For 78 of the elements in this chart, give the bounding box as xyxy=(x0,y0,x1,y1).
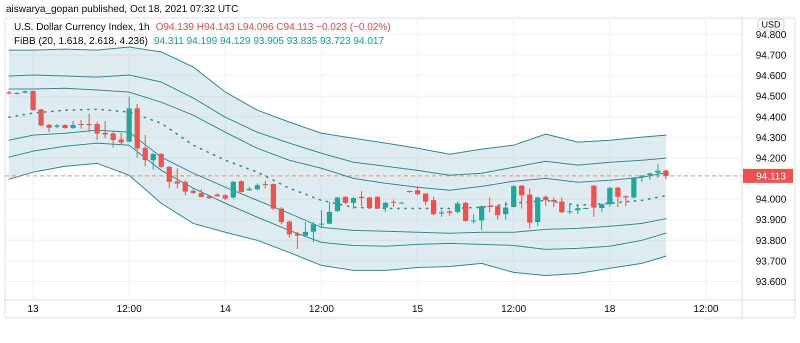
candlestick xyxy=(350,196,356,210)
y-tick-label: 94.800 xyxy=(756,30,787,41)
candlestick xyxy=(463,201,468,222)
annotation: 94.311 94.199 94.129 93.905 93.835 93.723 94.017 xyxy=(154,36,384,47)
annotation: O94.139 H94.143 L94.096 C94.113 −0.023 (−0.02%) xyxy=(156,22,391,33)
candlestick xyxy=(591,184,596,218)
candlestick xyxy=(503,201,508,220)
chart-title: U.S. Dollar Currency Index, 1h xyxy=(14,22,150,33)
candlestick xyxy=(286,220,292,238)
candlestick xyxy=(430,196,436,216)
candlestick xyxy=(559,196,564,214)
x-tick-label: 18 xyxy=(604,304,616,315)
candlestick xyxy=(382,201,388,212)
candlestick xyxy=(479,204,484,231)
candlestick xyxy=(543,194,548,206)
y-tick-label: 94.300 xyxy=(756,132,787,144)
chart-subtitle: aiswarya_gopan published, Oct 18, 2021 07:32 UTC xyxy=(6,4,238,15)
candlestick xyxy=(310,221,316,242)
candlestick xyxy=(366,196,372,210)
candlestick xyxy=(278,206,284,225)
candlestick xyxy=(567,204,572,215)
candlestick xyxy=(94,121,100,141)
ref-line-label: 94.113 xyxy=(756,171,786,182)
line-series xyxy=(8,46,666,155)
y-tick-label: 94.200 xyxy=(756,153,787,164)
x-tick-label: 12:00 xyxy=(116,304,142,315)
candlestick xyxy=(318,210,324,228)
annotation: FiBB (20, 1.618, 2.618, 4.236) xyxy=(14,36,148,47)
candlestick xyxy=(495,204,500,220)
y-tick-label: 93.900 xyxy=(756,215,787,226)
y-tick-label: 94.700 xyxy=(756,50,787,62)
x-tick-label: 12:00 xyxy=(693,304,719,315)
line-series xyxy=(8,162,666,276)
candlestick xyxy=(30,90,36,112)
y-tick-label: 93.600 xyxy=(756,276,787,288)
candlestick xyxy=(150,152,156,170)
candlestick xyxy=(511,184,516,208)
y-tick-label: 94.000 xyxy=(756,194,787,206)
y-tick-label: 93.700 xyxy=(756,256,787,268)
candlestick xyxy=(38,108,44,127)
y-tick-label: 94.500 xyxy=(756,92,787,103)
candlestick xyxy=(551,196,556,208)
candlestick xyxy=(302,222,308,238)
y-tick-label: 93.800 xyxy=(756,236,787,247)
x-tick-label: 15 xyxy=(412,304,424,315)
y-tick-label: 94.400 xyxy=(756,112,787,124)
candlestick xyxy=(487,196,492,212)
candlestick xyxy=(519,184,524,210)
candlestick xyxy=(230,180,236,200)
candlestick xyxy=(182,180,188,196)
candlestick xyxy=(142,134,148,167)
candlestick xyxy=(374,196,380,210)
x-tick-label: 12:00 xyxy=(501,304,527,315)
candlestick xyxy=(86,113,92,132)
candlestick xyxy=(174,168,180,189)
candlestick xyxy=(631,176,636,200)
x-tick-label: 12:00 xyxy=(308,304,334,315)
candlestick xyxy=(118,132,124,145)
y-tick-label: 94.600 xyxy=(756,71,787,82)
candlestick xyxy=(422,193,428,206)
line-series xyxy=(8,142,666,250)
candlestick xyxy=(663,169,668,180)
candlestick xyxy=(471,214,476,224)
y-axis-title: USD xyxy=(761,20,781,30)
candlestick xyxy=(455,201,460,214)
candlestick xyxy=(615,186,620,208)
candlestick xyxy=(158,152,164,169)
x-tick-label: 13 xyxy=(27,304,40,315)
candlestick xyxy=(110,131,116,148)
candlestick xyxy=(238,180,244,194)
x-tick-label: 14 xyxy=(220,304,232,315)
candlestick xyxy=(334,196,340,212)
candlestick xyxy=(294,231,300,250)
candlestick xyxy=(607,186,612,208)
candlestick xyxy=(166,166,172,189)
candlestick xyxy=(655,164,660,178)
candlestick xyxy=(326,201,332,225)
line-series xyxy=(8,74,666,176)
